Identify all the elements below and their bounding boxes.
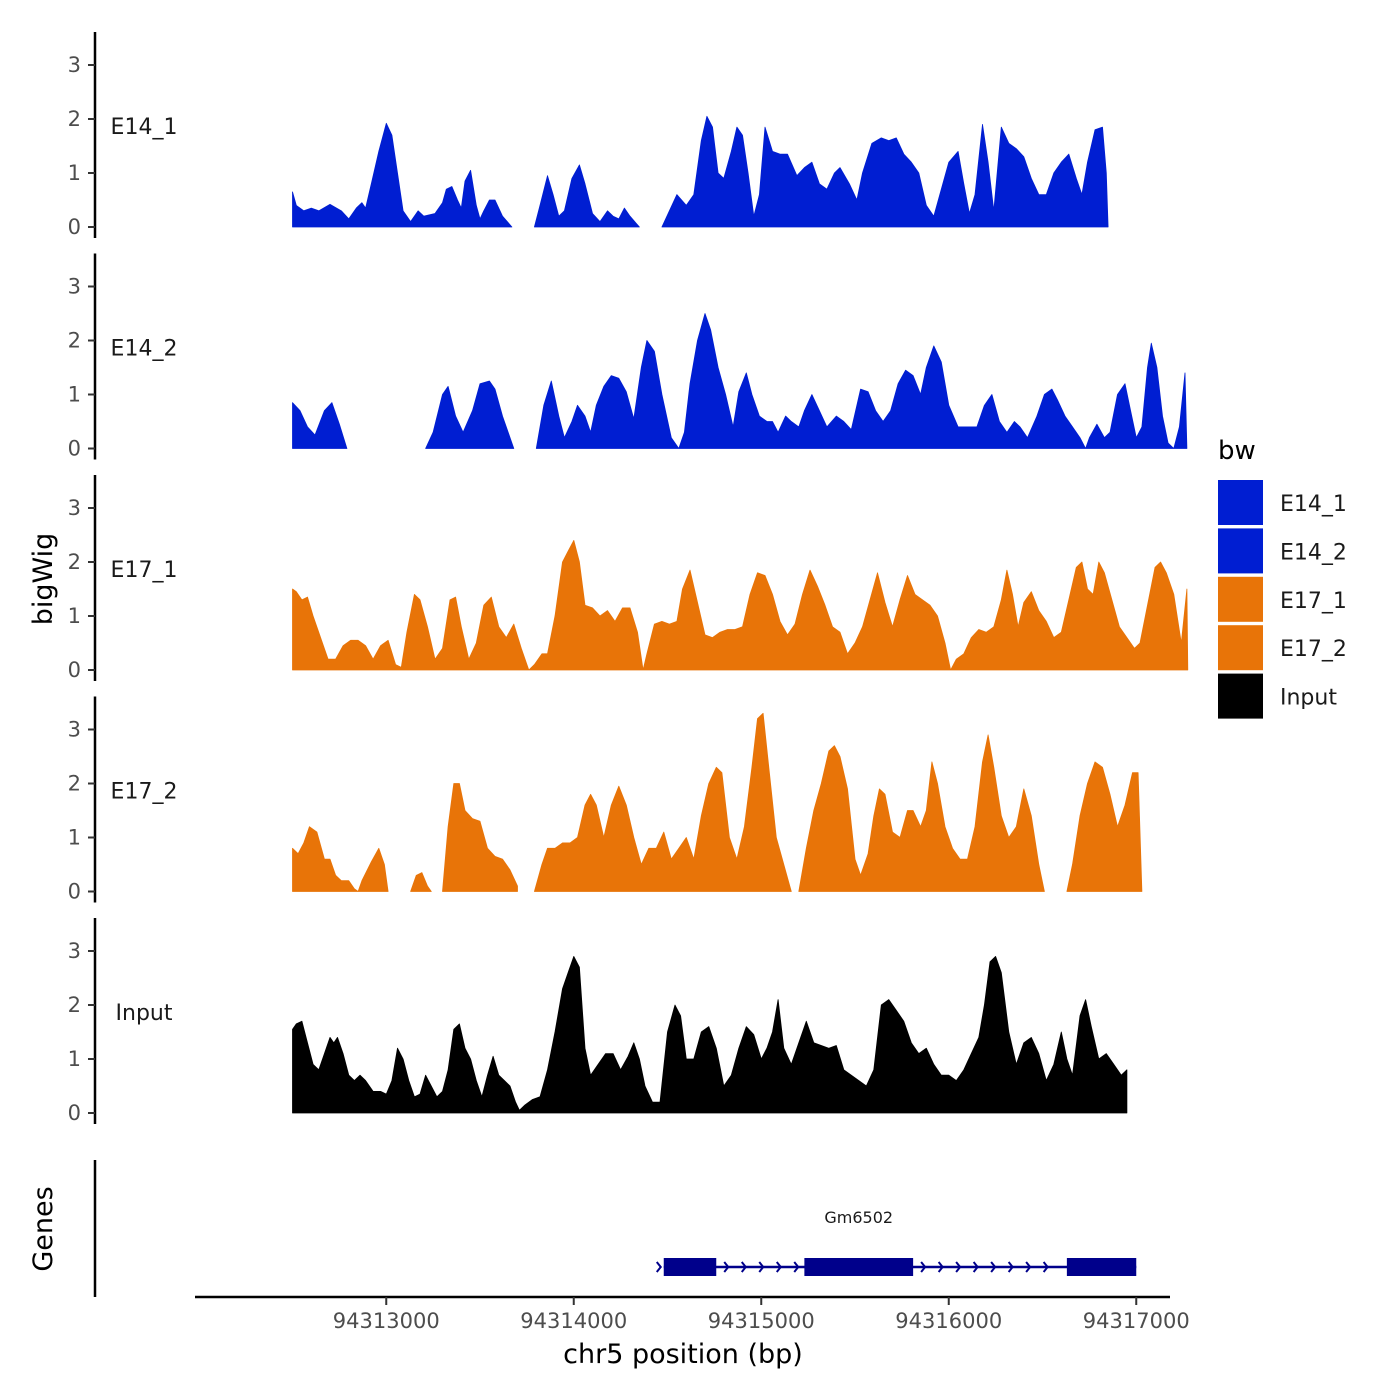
- coverage-area-E14_2: [425, 380, 515, 449]
- track-label-E17_2: E17_2: [111, 780, 178, 805]
- y-tick-label: 2: [68, 993, 81, 1017]
- x-axis-title: chr5 position (bp): [563, 1339, 803, 1370]
- y-tick-label: 3: [68, 496, 81, 520]
- coverage-area-E17_2: [292, 826, 389, 892]
- y-tick-label: 2: [68, 772, 81, 796]
- coverage-area-E17_2: [798, 734, 1045, 892]
- legend-item-E17_2: E17_2: [1218, 625, 1347, 671]
- legend-swatch: [1218, 576, 1263, 622]
- y-tick-label: 0: [68, 880, 81, 904]
- track-E17_2: 0 1 2 3 E17_2: [68, 696, 1143, 904]
- x-tick-label: 94316000: [895, 1309, 1002, 1333]
- coverage-area-E17_1: [292, 540, 1189, 671]
- y-tick-label: 1: [68, 161, 81, 185]
- legend-label: E17_2: [1280, 637, 1347, 662]
- y-tick-label: 1: [68, 826, 81, 850]
- legend-swatch: [1218, 625, 1263, 671]
- legend-item-E14_1: E14_1: [1218, 480, 1347, 525]
- y-tick-label: 0: [68, 437, 81, 461]
- strand-arrow: [758, 1261, 765, 1273]
- y-tick-label: 0: [68, 658, 81, 682]
- genes-axis-title: Genes: [28, 1186, 59, 1271]
- legend-swatch: [1218, 673, 1263, 719]
- legend-title: bw: [1218, 436, 1256, 466]
- track-label-E14_2: E14_2: [111, 337, 178, 362]
- strand-arrow: [793, 1261, 800, 1273]
- strand-arrow: [955, 1261, 962, 1273]
- gene-exon: [1066, 1258, 1137, 1276]
- strand-arrow: [937, 1261, 944, 1273]
- y-tick-label: 3: [68, 718, 81, 742]
- track-E14_2: 0 1 2 3 E14_2: [68, 253, 1188, 461]
- coverage-area-E17_2: [410, 872, 432, 892]
- track-label-E17_1: E17_1: [111, 558, 178, 583]
- strand-arrow: [723, 1261, 730, 1273]
- coverage-area-E14_1: [292, 122, 513, 228]
- y-tick-label: 2: [68, 107, 81, 131]
- gene-Gm6502: Gm6502: [655, 1208, 1137, 1276]
- coverage-area-E14_1: [534, 164, 640, 228]
- track-label-E14_1: E14_1: [111, 115, 178, 140]
- gene-exon: [804, 1258, 914, 1276]
- legend-label: E14_2: [1280, 540, 1347, 565]
- coverage-area-E14_2: [292, 402, 348, 449]
- y-tick-label: 1: [68, 604, 81, 628]
- genes-track: Gm6502: [93, 1160, 1137, 1297]
- track-Input: 0 1 2 3 Input: [68, 918, 1128, 1125]
- y-tick-label: 3: [68, 275, 81, 299]
- x-tick-label: 94317000: [1083, 1309, 1190, 1333]
- gene-exon: [663, 1258, 717, 1276]
- y-axis-title: bigWig: [28, 533, 59, 626]
- track-E14_1: 0 1 2 3 E14_1: [68, 32, 1109, 239]
- coverage-tracks: 0 1 2 3 E14_1 0 1 2 3 E14_2 0 1 2 3 E17_1 0 1 2 3 E17_2 0 1 2 3…: [68, 32, 1189, 1125]
- y-tick-label: 0: [68, 215, 81, 239]
- track-E17_1: 0 1 2 3 E17_1: [68, 475, 1189, 682]
- legend-label: E14_1: [1280, 492, 1347, 517]
- strand-arrow: [1127, 1261, 1134, 1273]
- strand-arrow: [990, 1261, 997, 1273]
- strand-arrow: [1007, 1261, 1014, 1273]
- legend: bw E14_1 E14_2 E17_1 E17_2 Input: [1218, 436, 1347, 719]
- x-axis: 94313000 94314000 94315000 94316000 94317000: [195, 1295, 1190, 1333]
- strand-arrow: [1042, 1261, 1049, 1273]
- legend-item-E17_1: E17_1: [1218, 576, 1347, 622]
- y-tick-label: 3: [68, 939, 81, 963]
- gene-name-label: Gm6502: [824, 1208, 893, 1227]
- legend-item-Input: Input: [1218, 673, 1337, 719]
- strand-arrow: [740, 1261, 748, 1273]
- x-tick-label: 94314000: [520, 1309, 627, 1333]
- x-tick-label: 94315000: [708, 1309, 815, 1333]
- legend-swatch: [1218, 480, 1263, 525]
- coverage-area-E17_2: [442, 783, 518, 892]
- y-tick-label: 0: [68, 1101, 81, 1125]
- coverage-area-E17_2: [534, 712, 792, 892]
- strand-arrow: [972, 1261, 979, 1273]
- coverage-area-E17_2: [1066, 761, 1143, 892]
- coverage-area-Input: [292, 956, 1128, 1114]
- coverage-area-E14_2: [535, 313, 1188, 449]
- strand-arrow: [1025, 1261, 1032, 1273]
- y-tick-label: 1: [68, 1047, 81, 1071]
- strand-arrow: [920, 1261, 927, 1273]
- strand-arrow: [655, 1261, 663, 1273]
- legend-item-E14_2: E14_2: [1218, 528, 1347, 574]
- y-tick-label: 2: [68, 329, 81, 353]
- y-tick-label: 3: [68, 53, 81, 77]
- strand-arrow: [775, 1261, 783, 1273]
- x-tick-label: 94313000: [333, 1309, 440, 1333]
- legend-swatch: [1218, 528, 1263, 574]
- coverage-area-E14_1: [661, 115, 1109, 228]
- y-tick-label: 2: [68, 550, 81, 574]
- y-tick-label: 1: [68, 383, 81, 407]
- track-label-Input: Input: [116, 1001, 173, 1026]
- legend-label: Input: [1280, 686, 1337, 711]
- legend-label: E17_1: [1280, 589, 1347, 614]
